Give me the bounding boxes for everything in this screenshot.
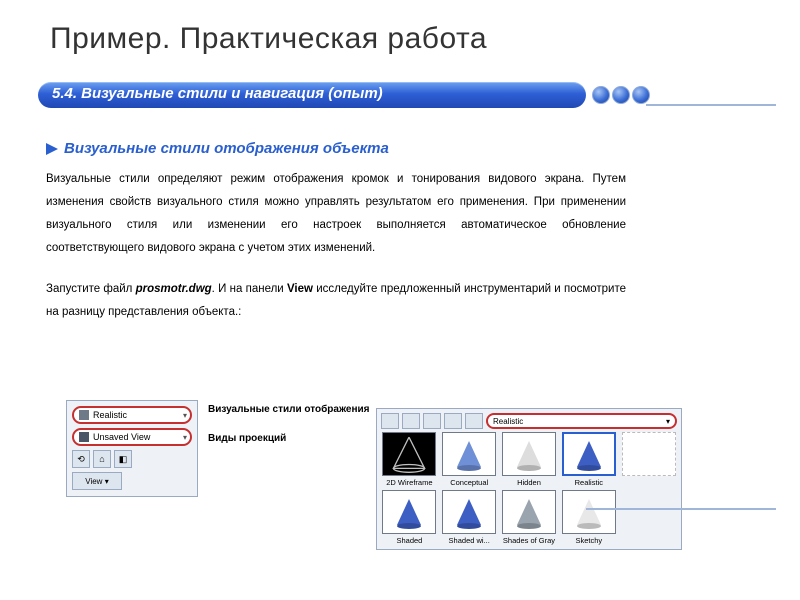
style-thumb (382, 490, 436, 534)
style-cell[interactable]: Shades of Gray (501, 490, 558, 545)
p2-pre: Запустите файл (46, 283, 136, 295)
combo-value: Unsaved View (93, 432, 150, 442)
visual-style-combo[interactable]: Realistic ▾ (72, 406, 192, 424)
gallery-grid: 2D Wireframe Conceptual Hidden Realistic Sha… (381, 432, 677, 545)
panel-labels: Визуальные стили отображения Виды проекц… (208, 400, 370, 444)
p2-file: prosmotr.dwg (136, 283, 212, 295)
dot-icon (612, 86, 630, 104)
p2-bold: View (287, 283, 313, 295)
style-thumb (622, 432, 676, 476)
paragraph-1: Визуальные стили определяют режим отобра… (46, 168, 626, 260)
style-cell[interactable]: 2D Wireframe (381, 432, 438, 487)
style-label: Shaded (396, 536, 422, 545)
bottom-rule (586, 508, 776, 510)
style-cell[interactable]: Sketchy (560, 490, 617, 545)
chevron-down-icon: ▾ (183, 433, 187, 442)
style-label: Sketchy (575, 536, 602, 545)
style-cell[interactable]: Conceptual (441, 432, 498, 487)
p2-mid: . И на панели (212, 283, 287, 295)
gallery-style-combo[interactable]: Realistic ▾ (486, 413, 677, 429)
nav-button[interactable]: ⌂ (93, 450, 111, 468)
view-panel-screenshot: Realistic ▾ Unsaved View ▾ ⟲ ⌂ ◧ View ▾ (66, 400, 198, 497)
section-pill: 5.4. Визуальные стили и навигация (опыт) (38, 82, 586, 108)
arrow-right-icon (46, 143, 58, 155)
gallery-combo-value: Realistic (493, 417, 523, 426)
label-visual-styles: Визуальные стили отображения (208, 404, 370, 415)
nav-button[interactable]: ⟲ (72, 450, 90, 468)
chevron-down-icon: ▾ (666, 417, 670, 426)
decorative-dots (592, 86, 650, 104)
view-combo[interactable]: Unsaved View ▾ (72, 428, 192, 446)
style-cell[interactable]: Hidden (501, 432, 558, 487)
view-swatch-icon (79, 432, 89, 442)
style-label: Realistic (575, 478, 603, 487)
style-label: Conceptual (450, 478, 488, 487)
style-thumb (562, 432, 616, 476)
title-rule (646, 104, 776, 106)
tool-button[interactable] (381, 413, 399, 429)
combo-value: Realistic (93, 410, 127, 420)
style-cell[interactable]: Shaded wi... (441, 490, 498, 545)
tool-button[interactable] (423, 413, 441, 429)
section-pill-row: 5.4. Визуальные стили и навигация (опыт) (38, 82, 650, 108)
style-label: 2D Wireframe (386, 478, 432, 487)
subsection-text: Визуальные стили отображения объекта (64, 140, 389, 157)
label-projections: Виды проекций (208, 433, 370, 444)
style-label: Hidden (517, 478, 541, 487)
style-label: Shades of Gray (503, 536, 555, 545)
style-cell[interactable] (620, 432, 677, 487)
paragraph-2: Запустите файл prosmotr.dwg. И на панели… (46, 278, 626, 324)
gallery-toolbar: Realistic ▾ (381, 413, 677, 429)
style-label: Shaded wi... (449, 536, 490, 545)
slide-title: Пример. Практическая работа (0, 0, 800, 56)
view-dropdown-button[interactable]: View ▾ (72, 472, 122, 490)
nav-button[interactable]: ◧ (114, 450, 132, 468)
dot-icon (632, 86, 650, 104)
style-thumb (502, 490, 556, 534)
subsection-heading: Визуальные стили отображения объекта (46, 140, 389, 157)
style-thumb (442, 490, 496, 534)
style-thumb (562, 490, 616, 534)
style-thumb (382, 432, 436, 476)
visual-styles-gallery: Realistic ▾ 2D Wireframe Conceptual Hidden… (376, 408, 682, 550)
style-swatch-icon (79, 410, 89, 420)
tool-button[interactable] (465, 413, 483, 429)
style-thumb (442, 432, 496, 476)
tool-button[interactable] (402, 413, 420, 429)
dot-icon (592, 86, 610, 104)
tool-button[interactable] (444, 413, 462, 429)
style-cell[interactable]: Realistic (560, 432, 617, 487)
screenshot-row: Realistic ▾ Unsaved View ▾ ⟲ ⌂ ◧ View ▾ … (66, 400, 370, 497)
style-thumb (502, 432, 556, 476)
style-cell[interactable]: Shaded (381, 490, 438, 545)
chevron-down-icon: ▾ (183, 411, 187, 420)
body-text: Визуальные стили определяют режим отобра… (46, 168, 626, 324)
view-btn-label: View (85, 477, 102, 486)
